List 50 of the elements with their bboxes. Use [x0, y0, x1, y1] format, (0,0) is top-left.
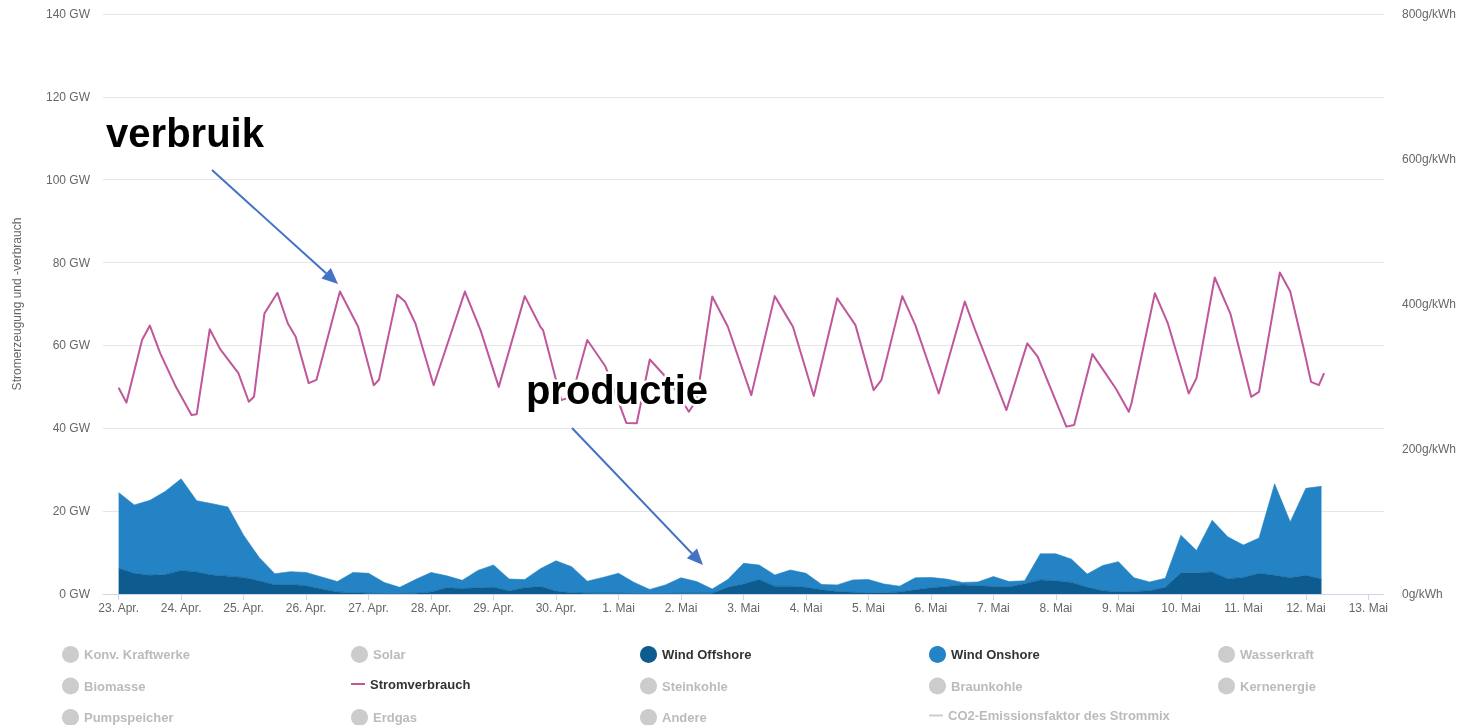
legend-label: CO2-Emissionsfaktor des Strommix [948, 708, 1171, 723]
x-tick-label: 29. Apr. [473, 601, 514, 615]
x-tick-label: 5. Mai [852, 601, 885, 615]
x-tick-label: 12. Mai [1286, 601, 1326, 615]
x-tick-label: 26. Apr. [285, 601, 327, 615]
x-tick-label: 24. Apr. [160, 601, 202, 615]
x-tick-label: 13. Mai [1348, 601, 1389, 615]
legend-label: Solar [373, 647, 406, 662]
annotation: verbruik [106, 111, 265, 155]
x-tick-label: 11. Mai [1224, 601, 1263, 615]
legend-label: Andere [662, 710, 707, 725]
x-tick-label: 2. Mai [664, 601, 698, 615]
y-tick-label: 40 GW [52, 421, 91, 436]
x-tick-label: 4. Mai [789, 601, 823, 615]
legend-label: Braunkohle [951, 678, 1023, 694]
y2-tick-label: 400g/kWh [1401, 297, 1456, 311]
y-tick-label: 120 GW [45, 89, 91, 104]
y-tick-label: 20 GW [52, 504, 91, 519]
x-tick-label: 7. Mai [977, 601, 1010, 615]
y2-tick-label: 200g/kWh [1401, 442, 1456, 456]
y-tick-label: 80 GW [52, 255, 91, 270]
legend-label: Kernenergie [1240, 678, 1316, 694]
legend-label: Wind Onshore [951, 647, 1040, 662]
x-tick-label: 28. Apr. [410, 601, 452, 615]
y-tick-label: 60 GW [52, 338, 91, 353]
legend-label: Erdgas [373, 710, 418, 725]
legend-label: Konv. Kraftwerke [84, 647, 190, 662]
x-tick-label: 30. Apr. [535, 601, 577, 615]
x-tick-label: 1. Mai [602, 601, 635, 615]
legend-label: Steinkohle [662, 678, 728, 694]
y-axis-title: Stromerzeugung und -verbrauch [10, 217, 24, 391]
legend-label: Wasserkraft [1240, 647, 1315, 662]
x-tick-label: 3. Mai [727, 601, 760, 615]
x-tick-label: 23. Apr. [98, 601, 139, 615]
legend-label: Pumpspeicher [84, 710, 174, 725]
x-tick-label: 27. Apr. [348, 601, 389, 615]
x-tick-label: 10. Mai [1161, 601, 1201, 615]
legend-label: Stromverbrauch [370, 676, 471, 692]
y-tick-label: 100 GW [45, 172, 91, 187]
legend-label: Biomasse [84, 678, 146, 694]
legend-label: Wind Offshore [662, 647, 752, 662]
y2-tick-label: 0g/kWh [1401, 587, 1443, 601]
y-tick-label: 0 GW [59, 587, 91, 601]
y-tick-label: 140 GW [45, 7, 91, 21]
x-tick-label: 6. Mai [914, 601, 948, 615]
x-tick-label: 9. Mai [1102, 601, 1135, 615]
x-tick-label: 8. Mai [1039, 601, 1073, 615]
y2-tick-label: 800g/kWh [1401, 7, 1456, 21]
x-tick-label: 25. Apr. [223, 601, 264, 615]
y2-tick-label: 600g/kWh [1401, 152, 1456, 166]
